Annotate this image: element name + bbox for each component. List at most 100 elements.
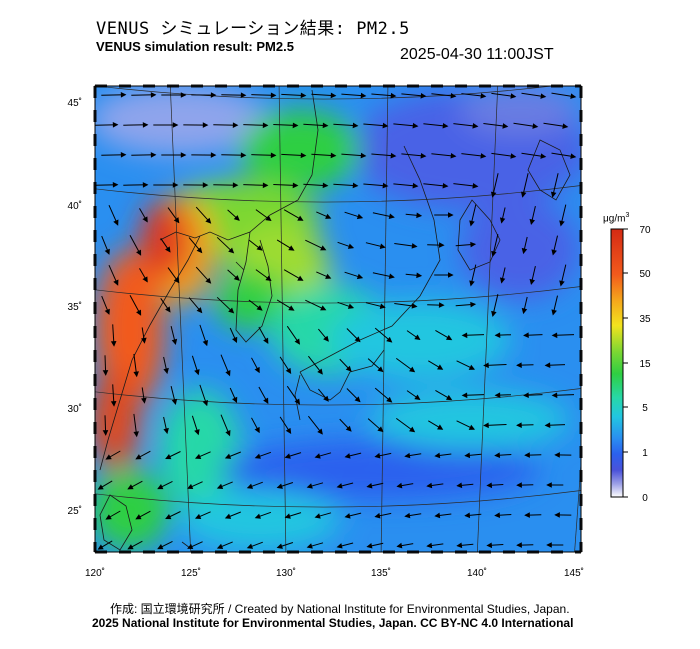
wind-arrowhead <box>317 368 323 375</box>
wind-arrowhead <box>323 335 329 342</box>
wind-arrowhead <box>142 216 148 223</box>
wind-arrowhead <box>171 338 178 345</box>
wind-arrowhead <box>120 151 127 158</box>
wind-arrowhead <box>233 275 240 281</box>
wind-arrowhead <box>306 483 313 489</box>
wind-arrowhead <box>352 182 359 189</box>
wind-arrowhead <box>448 272 454 278</box>
wind-arrowhead <box>483 362 489 369</box>
wind-arrowhead <box>469 280 475 287</box>
wind-arrowhead <box>187 483 194 490</box>
lat-label: 25˚ <box>68 505 82 517</box>
wind-arrowhead <box>172 182 179 188</box>
wind-arrowhead <box>486 542 493 549</box>
wind-arrowhead <box>386 396 393 403</box>
colorbar-tick-label: 5 <box>642 403 648 414</box>
lat-label: 35˚ <box>68 301 82 313</box>
wind-arrowhead <box>420 92 427 99</box>
wind-arrowhead <box>516 482 522 488</box>
wind-arrowhead <box>112 121 119 128</box>
wind-arrowhead <box>216 483 224 489</box>
wind-arrowhead <box>445 394 453 401</box>
wind-arrowhead <box>409 366 416 373</box>
wind-arrowhead <box>494 512 501 518</box>
timestamp: 2025-04-30 11:00JST <box>400 46 554 63</box>
wind-arrowhead <box>379 303 386 309</box>
wind-arrowhead <box>464 452 471 459</box>
wind-arrowhead <box>256 305 263 311</box>
wind-arrowhead <box>254 453 261 459</box>
wind-arrowhead <box>270 92 277 99</box>
wind-arrowhead <box>292 182 299 189</box>
latitude-line <box>95 185 581 203</box>
wind-arrowhead <box>224 513 232 519</box>
wind-arrowhead <box>157 544 164 550</box>
wind-arrowhead <box>559 220 565 227</box>
colorbar-tick-label: 15 <box>639 359 651 370</box>
wind-arrowhead <box>284 453 291 459</box>
wind-arrowhead <box>285 427 292 435</box>
wind-arrowhead <box>232 182 239 189</box>
license-line: 2025 National Institute for Environmenta… <box>92 616 574 630</box>
wind-arrowhead <box>224 453 232 459</box>
wind-arrowhead <box>97 484 104 490</box>
wind-arrowhead <box>516 542 522 548</box>
wind-arrowhead <box>246 543 254 549</box>
wind-arrowhead <box>202 122 209 128</box>
wind-arrowhead <box>438 302 445 308</box>
wind-arrowhead <box>142 276 148 283</box>
wind-arrowhead <box>434 452 441 459</box>
wind-arrowhead <box>110 400 117 407</box>
wind-arrowhead <box>416 212 423 219</box>
wind-arrowhead <box>297 275 304 281</box>
wind-arrowhead <box>411 243 418 249</box>
wind-arrowhead <box>382 122 389 129</box>
wind-arrowhead <box>194 453 202 460</box>
wind-arrowhead <box>142 182 149 188</box>
wind-arrowhead <box>300 152 307 159</box>
longitude-line <box>380 86 389 552</box>
longitude-line <box>169 86 192 552</box>
wind-arrowhead <box>202 339 209 347</box>
wind-arrowhead <box>265 275 272 282</box>
lat-label: 45˚ <box>68 97 82 109</box>
wind-arrowhead <box>317 428 323 435</box>
wind-arrowhead <box>529 218 535 225</box>
wind-arrowhead <box>510 93 517 99</box>
wind-arrowhead <box>448 212 454 218</box>
wind-arrowhead <box>544 422 551 428</box>
colorbar-scale <box>610 228 624 498</box>
map-title-english: VENUS simulation result: PM2.5 <box>96 39 294 54</box>
colorbar: 70 50 35 15 5 1 0 <box>610 225 651 504</box>
wind-arrowhead <box>172 122 179 128</box>
wind-arrowhead <box>551 249 557 256</box>
wind-arrowhead <box>544 362 551 368</box>
wind-arrowhead <box>445 334 453 341</box>
wind-arrowhead <box>285 367 292 375</box>
wind-arrowhead <box>438 242 445 248</box>
concentration-field <box>95 86 581 552</box>
wind-arrowhead <box>352 122 359 129</box>
wind-arrowhead <box>442 122 449 129</box>
wind-arrowhead <box>426 542 433 549</box>
wind-arrowhead <box>240 92 247 99</box>
wind-arrowhead <box>345 365 352 372</box>
wind-arrowhead <box>194 429 200 436</box>
wind-arrowhead <box>336 483 343 489</box>
wind-arrowhead <box>404 512 411 519</box>
credit-line: 作成: 国立環境研究所 / Created by National Instit… <box>110 602 570 616</box>
wind-arrowhead <box>416 272 423 279</box>
wind-arrowhead <box>491 310 497 318</box>
wind-arrowhead <box>276 483 283 489</box>
wind-arrowhead <box>411 303 418 309</box>
wind-arrowhead <box>486 482 493 489</box>
wind-arrowhead <box>141 337 147 344</box>
wind-vectors <box>95 91 577 550</box>
wind-arrowhead <box>494 332 501 339</box>
wind-arrowhead <box>491 250 497 258</box>
wind-arrowhead <box>559 280 565 287</box>
wind-arrowhead <box>468 424 476 430</box>
wind-arrowhead <box>551 392 558 399</box>
wind-arrowhead <box>210 152 217 158</box>
wind-arrowhead <box>494 392 501 399</box>
